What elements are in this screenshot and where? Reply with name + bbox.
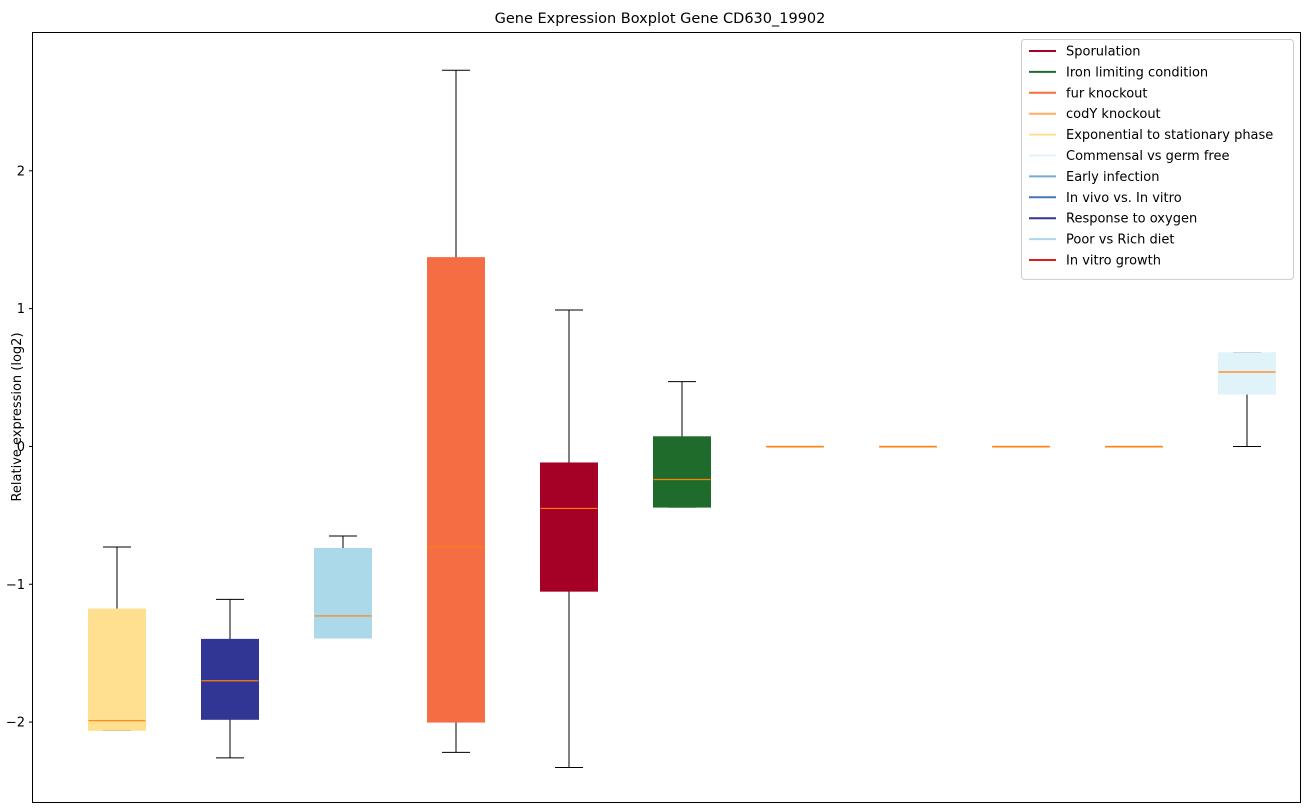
legend-label: codY knockout [1066,107,1161,122]
box-group [314,535,372,639]
box [653,436,711,508]
legend-label: Exponential to stationary phase [1066,128,1273,143]
legend-frame [1021,39,1294,280]
legend-label: Early infection [1066,170,1159,185]
box-group [1218,352,1276,447]
box [314,547,372,639]
box [540,462,598,592]
boxes-group [88,69,1276,769]
box [1218,352,1276,395]
legend-label: In vivo vs. In vitro [1066,191,1182,206]
legend-label: Sporulation [1066,45,1141,60]
box-group [766,445,824,448]
y-tick-label: 2 [17,164,25,179]
legend-label: Commensal vs germ free [1066,149,1229,164]
y-axis-ticks: −2 −1 0 1 2 [6,164,33,731]
y-tick-label: 1 [17,302,25,317]
legend-label: fur knockout [1066,86,1148,101]
plot-frame [32,32,1301,803]
box [88,608,146,731]
legend-label: Iron limiting condition [1066,65,1208,80]
box-group [427,69,485,753]
box-group [1105,445,1163,448]
box-group [879,445,937,448]
box-group [653,381,711,508]
legend-label: In vitro growth [1066,254,1161,269]
legend-label: Poor vs Rich diet [1066,233,1174,248]
box [201,638,259,720]
y-tick-label: −1 [6,578,25,593]
y-tick-label: 0 [17,440,25,455]
chart-title: Gene Expression Boxplot Gene CD630_19902 [495,11,826,27]
y-tick-label: −2 [6,716,25,731]
box-group [540,309,598,769]
legend: Sporulation Iron limiting condition fur kn… [1021,39,1294,280]
legend-label: Response to oxygen [1066,212,1197,227]
y-axis-label: Relative expression (log2) [10,332,25,501]
box [427,257,485,723]
box-group [992,445,1050,448]
box-group [88,546,146,731]
box-group [201,598,259,759]
